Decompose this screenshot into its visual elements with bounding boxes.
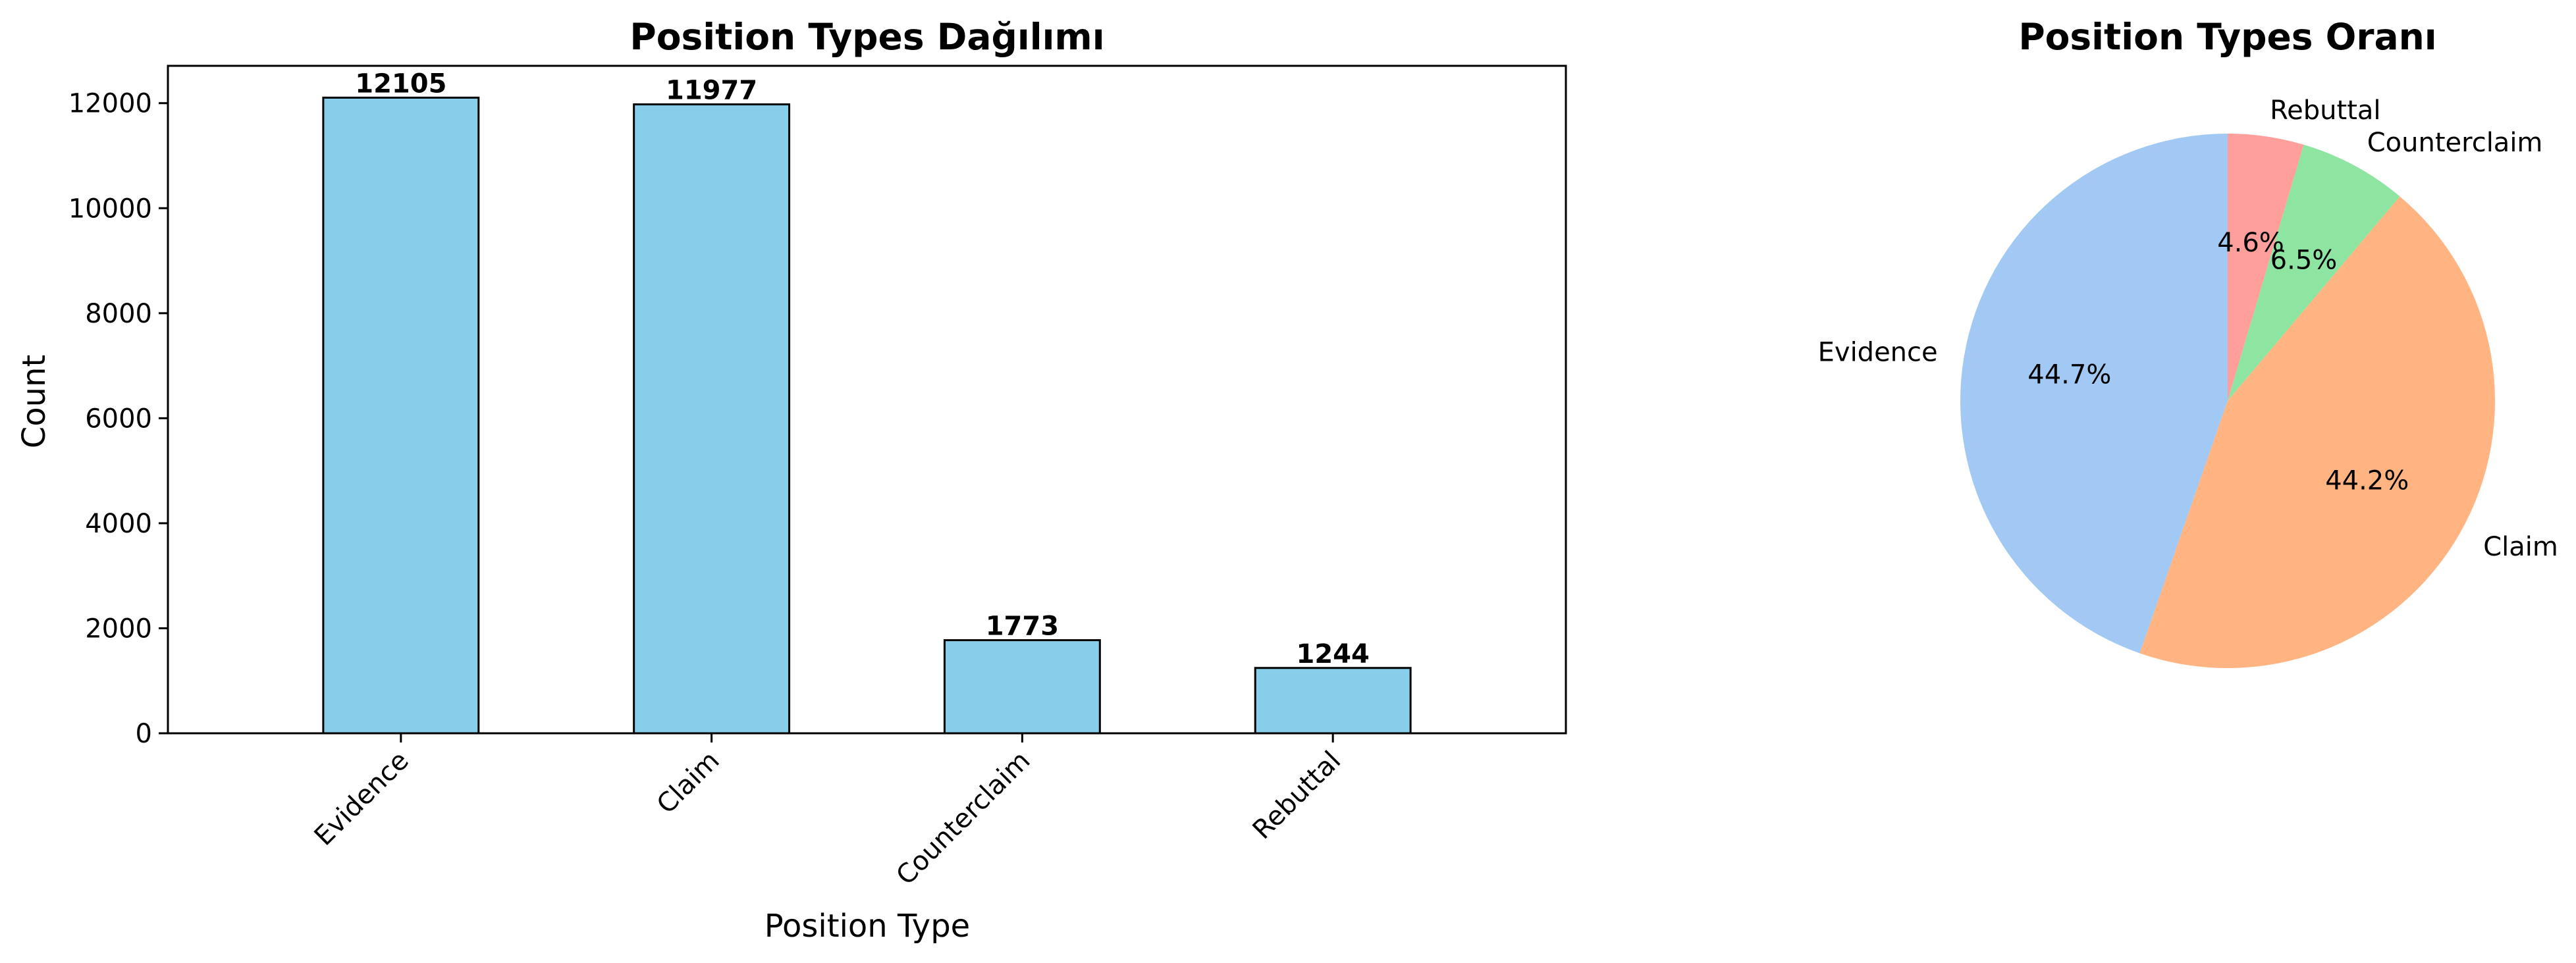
pie-label-rebuttal: Rebuttal — [2270, 95, 2380, 126]
bar-counterclaim — [943, 639, 1101, 735]
y-tick-label: 0 — [136, 719, 152, 749]
pie-label-claim: Claim — [2483, 532, 2558, 562]
x-tick-label: Rebuttal — [1247, 746, 1347, 846]
pie-chart: Position Types Oranı Evidence 44.7% Claim 4… — [1818, 16, 2558, 669]
pie-label-counterclaim: Counterclaim — [2367, 128, 2543, 158]
bar-value-label: 12105 — [355, 68, 446, 99]
x-tick-label: Claim — [651, 746, 726, 820]
y-tick-label: 8000 — [85, 299, 152, 329]
pie-percent-claim: 44.2% — [2325, 465, 2409, 496]
x-tick-label: Evidence — [309, 746, 415, 852]
y-tick-label: 12000 — [68, 89, 152, 119]
bar-claim — [633, 103, 791, 735]
y-tick-label: 4000 — [85, 509, 152, 539]
plot-frame — [167, 65, 1567, 735]
pie-percent-counterclaim: 6.5% — [2270, 246, 2338, 276]
x-axis-ticks: Evidence Claim Counterclaim Rebuttal — [309, 733, 1347, 891]
bar-evidence — [322, 96, 480, 735]
bar-value-label: 11977 — [666, 76, 757, 106]
y-tick-label: 2000 — [85, 613, 152, 644]
bar-series: 12105 11977 1773 1244 — [322, 68, 1412, 735]
pie-slices — [1960, 134, 2496, 669]
pie-slice-rebuttal — [2228, 134, 2304, 401]
x-tick-label: Counterclaim — [890, 746, 1036, 891]
bar-value-label: 1244 — [1297, 639, 1370, 669]
pie-slice-claim — [2139, 196, 2496, 669]
pie-labels: Evidence 44.7% Claim 44.2% Counterclaim 6.5% R… — [1818, 95, 2558, 562]
pie-percent-evidence: 44.7% — [2027, 359, 2111, 390]
x-axis-label: Position Type — [765, 908, 970, 945]
y-tick-label: 6000 — [85, 403, 152, 434]
y-axis-ticks: 0 2000 4000 6000 8000 10000 12000 — [68, 89, 168, 749]
pie-percent-rebuttal: 4.6% — [2217, 228, 2284, 258]
bar-rebuttal — [1254, 667, 1412, 735]
pie-slice-counterclaim — [2228, 144, 2400, 401]
bar-chart: Position Types Dağılımı 0 2000 4000 6000 800… — [16, 16, 1567, 945]
bar-chart-title: Position Types Dağılımı — [630, 16, 1104, 58]
y-tick-label: 10000 — [68, 194, 152, 224]
pie-chart-title: Position Types Oranı — [2018, 16, 2436, 58]
pie-slice-evidence — [1960, 134, 2228, 654]
bar-value-label: 1773 — [986, 612, 1059, 642]
pie-label-evidence: Evidence — [1818, 338, 1938, 368]
y-axis-label: Count — [16, 355, 53, 449]
